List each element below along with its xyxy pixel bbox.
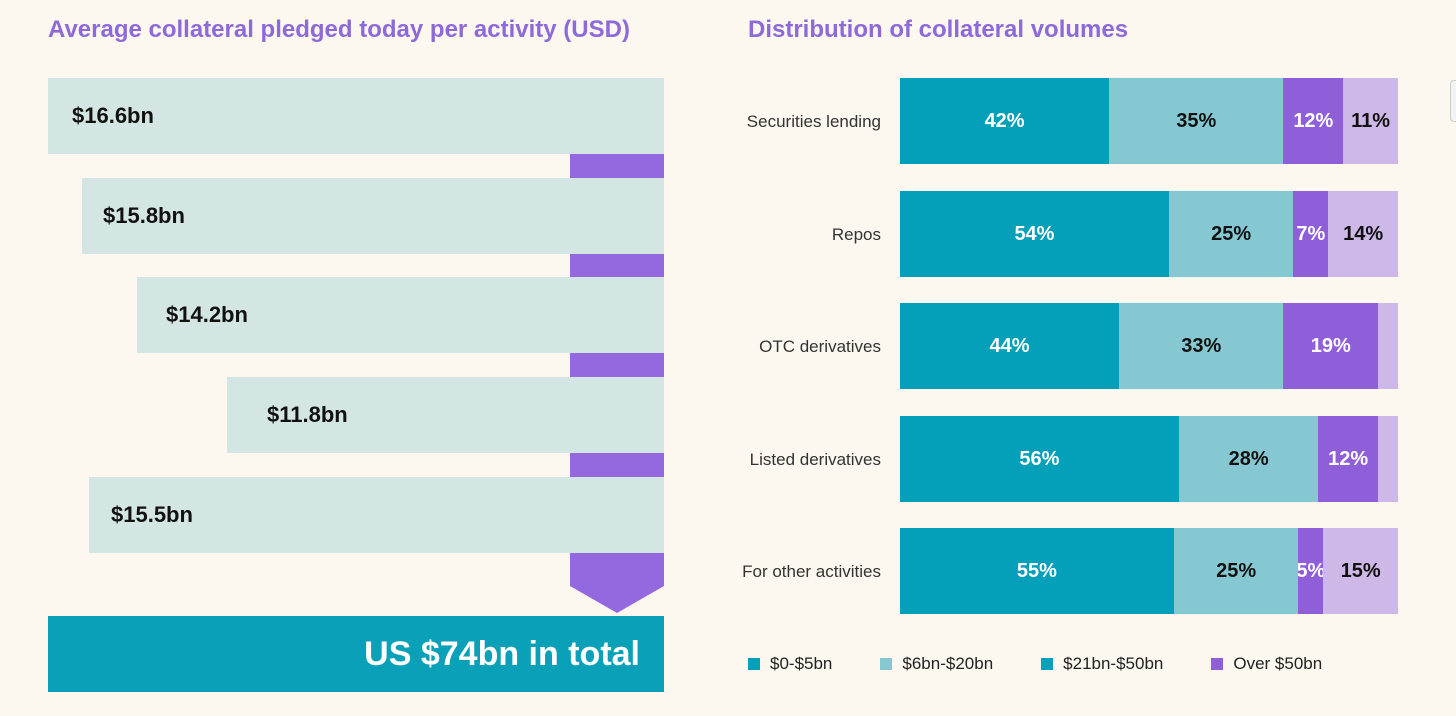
legend-swatch <box>1211 658 1224 670</box>
total-box: US $74bn in total <box>48 616 664 692</box>
bar-segment: 12% <box>1283 78 1344 164</box>
chart-legend: $0-$5bn $6bn-$20bn $21bn-$50bn Over $50bn <box>748 654 1322 674</box>
bar-segment: 25% <box>1168 191 1294 277</box>
category-label: Securities lending <box>746 112 881 131</box>
legend-swatch <box>748 658 760 670</box>
funnel-bar: $11.8bn <box>227 377 664 453</box>
scroll-handle[interactable] <box>1450 80 1456 122</box>
data-label: 35% <box>1176 109 1217 132</box>
left-chart-title: Average collateral pledged today per act… <box>48 16 630 43</box>
funnel-value: $15.8bn <box>103 203 185 228</box>
bar-segment: 35% <box>1109 78 1284 164</box>
total-label: US $74bn in total <box>364 634 640 673</box>
stacked-bar: 42% 35% 12% 11% <box>900 78 1398 164</box>
data-label: 14% <box>1343 222 1384 245</box>
legend-item: $0-$5bn <box>748 654 832 674</box>
funnel-connector <box>570 254 664 277</box>
funnel-value: $14.2bn <box>166 302 248 327</box>
funnel-value: $16.6bn <box>72 103 154 128</box>
data-label: 54% <box>1014 222 1055 245</box>
bar-segment: 14% <box>1328 191 1398 277</box>
funnel-value: $11.8bn <box>267 402 348 427</box>
funnel-bar: $15.8bn <box>82 178 664 254</box>
bar-segment: 54% <box>900 191 1169 277</box>
stacked-bar: 54% 25% 7% 14% <box>900 191 1398 277</box>
bar-segment: 11% <box>1343 78 1398 164</box>
data-label: 12% <box>1293 109 1334 132</box>
data-label: 5% <box>1298 559 1323 582</box>
bar-segment: 42% <box>900 78 1110 164</box>
category-label: OTC derivatives <box>759 337 881 356</box>
funnel-arrow-icon <box>570 553 664 613</box>
funnel-value: $15.5bn <box>111 502 193 527</box>
right-chart-title: Distribution of collateral volumes <box>748 16 1129 43</box>
data-label: 11% <box>1351 109 1391 132</box>
legend-item: $6bn-$20bn <box>880 654 993 674</box>
funnel-connector <box>570 154 664 178</box>
legend-label: Over $50bn <box>1233 654 1323 673</box>
stacked-bar: 56% 28% 12% <box>900 416 1398 502</box>
legend-swatch <box>880 658 893 670</box>
stacked-bar: 44% 33% 19% <box>900 303 1398 389</box>
bar-segment: 15% <box>1323 528 1398 614</box>
legend-label: $0-$5bn <box>770 654 833 673</box>
data-label: 56% <box>1019 447 1060 470</box>
data-label: 44% <box>989 334 1030 357</box>
legend-swatch <box>1041 658 1054 670</box>
bar-segment <box>1378 303 1398 389</box>
bar-segment: 44% <box>900 303 1120 389</box>
category-label: For other activities <box>742 562 881 581</box>
data-label: 12% <box>1328 447 1369 470</box>
data-label: 55% <box>1016 559 1057 582</box>
legend-label: $21bn-$50bn <box>1063 654 1164 673</box>
data-label: 15% <box>1340 559 1381 582</box>
bar-segment: 33% <box>1119 303 1284 389</box>
legend-label: $6bn-$20bn <box>902 654 994 673</box>
category-label: Repos <box>831 225 881 244</box>
bar-segment: 7% <box>1293 191 1329 277</box>
bar-segment: 28% <box>1178 416 1319 502</box>
data-label: 25% <box>1216 559 1257 582</box>
bar-segment <box>1378 416 1398 502</box>
bar-segment: 19% <box>1283 303 1379 389</box>
bar-segment: 12% <box>1318 416 1379 502</box>
bar-segment: 55% <box>900 528 1174 614</box>
data-label: 33% <box>1181 334 1222 357</box>
bar-segment: 5% <box>1298 528 1324 614</box>
funnel-connector <box>570 453 664 477</box>
funnel-connector <box>570 353 664 377</box>
legend-item: Over $50bn <box>1211 654 1322 674</box>
category-label: Listed derivatives <box>749 450 881 469</box>
legend-item: $21bn-$50bn <box>1041 654 1163 674</box>
data-label: 25% <box>1211 222 1252 245</box>
stacked-bar: 55% 25% 5% 15% <box>900 528 1398 614</box>
data-label: 19% <box>1310 334 1351 357</box>
data-label: 28% <box>1228 447 1269 470</box>
funnel-bar: $15.5bn <box>89 477 664 553</box>
funnel-bar: $14.2bn <box>137 277 664 353</box>
data-label: 42% <box>984 109 1025 132</box>
funnel-bar: $16.6bn <box>48 78 664 154</box>
bar-segment: 25% <box>1173 528 1299 614</box>
bar-segment: 56% <box>900 416 1179 502</box>
data-label: 7% <box>1296 222 1326 245</box>
